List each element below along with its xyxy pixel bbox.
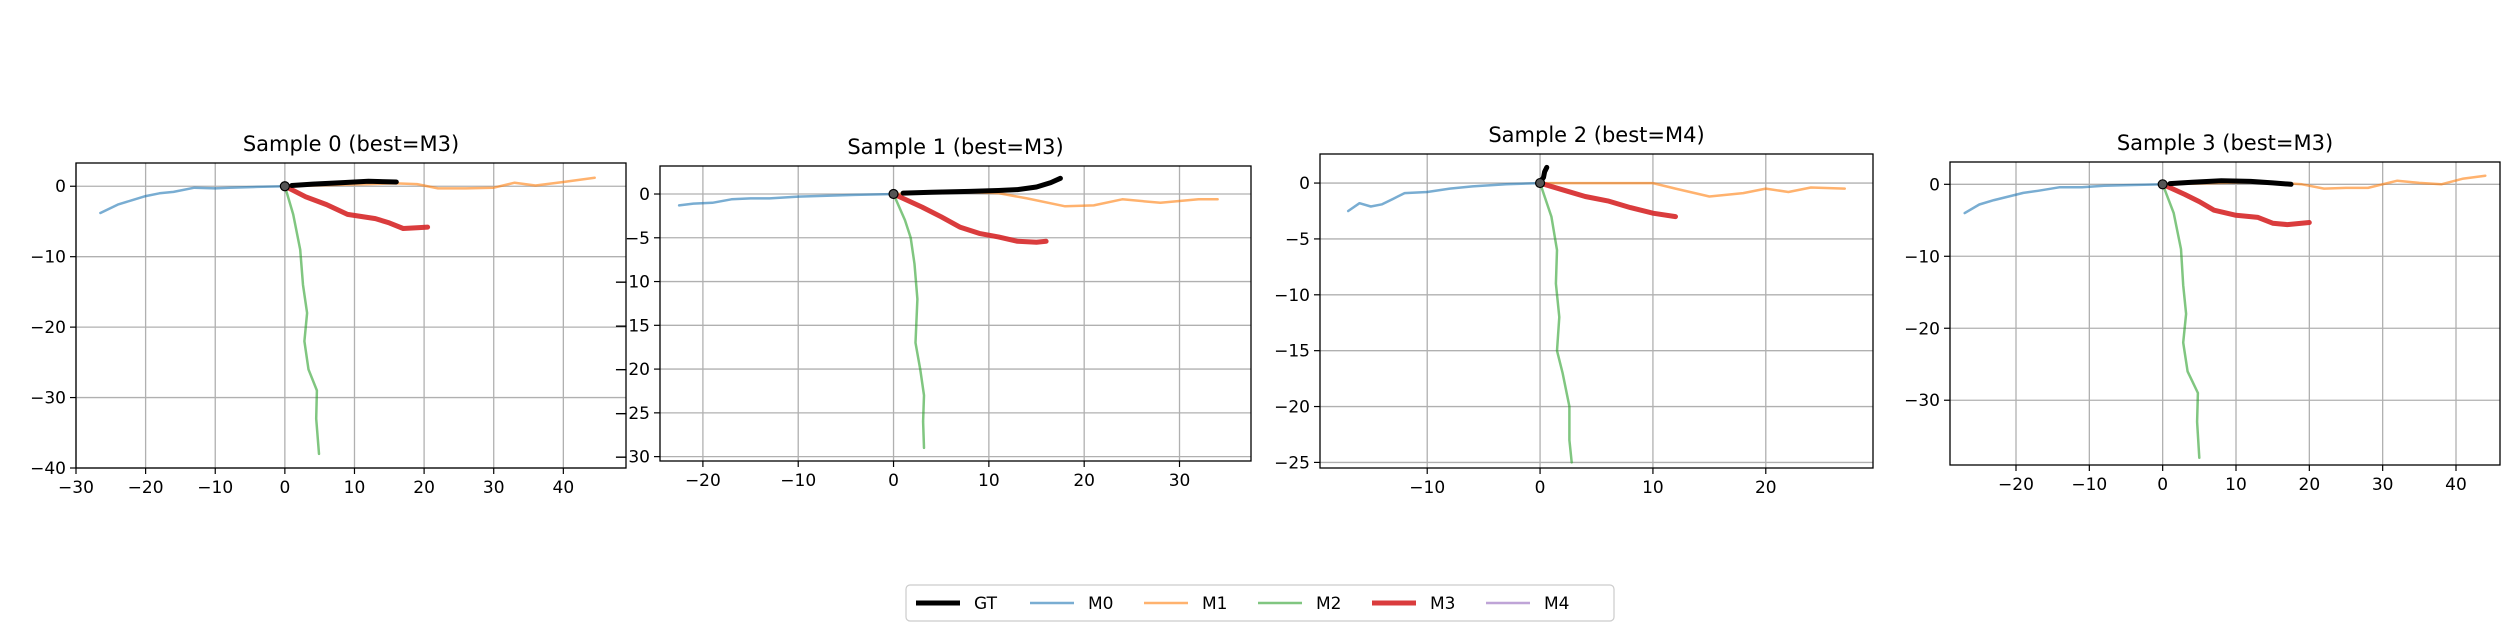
x-tick-label: 0: [888, 471, 899, 491]
legend-label-m0: M0: [1088, 594, 1113, 614]
series-group: [99, 176, 596, 456]
series-line-m3: [2160, 181, 2312, 228]
x-tick-label: 10: [978, 471, 1000, 491]
y-tick-label: 0: [55, 177, 66, 197]
x-tick-label: −10: [197, 478, 233, 498]
x-tick-label: 10: [1642, 478, 1664, 498]
x-tick-label: −10: [780, 471, 816, 491]
x-tick-label: 20: [1755, 478, 1777, 498]
y-tick-label: −15: [614, 316, 650, 336]
x-tick-label: 20: [413, 478, 435, 498]
x-tick-label: 30: [2372, 475, 2394, 495]
y-tick-label: −25: [614, 404, 650, 424]
x-tick-label: 20: [1073, 471, 1095, 491]
origin-marker: [1534, 177, 1546, 189]
series-line-m1: [1538, 181, 1847, 198]
y-tick-label: −30: [1904, 391, 1940, 411]
series-line-m3: [891, 191, 1049, 245]
axes-frame: [1949, 161, 2501, 466]
y-tick-label: −10: [614, 273, 650, 293]
series-line-m0: [99, 184, 287, 215]
series-line-m2: [892, 192, 926, 450]
legend-label-m4: M4: [1544, 594, 1569, 614]
origin-marker: [2157, 179, 2168, 190]
x-tick-label: 40: [2445, 475, 2467, 495]
x-tick-label: 0: [279, 478, 290, 498]
y-tick-label: 0: [1299, 174, 1310, 194]
y-tick-label: −20: [30, 318, 66, 338]
y-tick-label: −20: [1274, 398, 1310, 418]
series-line-m2: [1538, 181, 1573, 464]
series-group: [1346, 164, 1847, 464]
origin-marker: [888, 188, 899, 200]
series-line-m0: [1346, 181, 1542, 213]
y-tick-label: −10: [30, 248, 66, 268]
series-line-m0: [1963, 183, 2164, 215]
y-tick-label: −25: [1274, 453, 1310, 473]
series-line-gt: [2167, 178, 2294, 187]
y-tick-label: −30: [614, 448, 650, 468]
series-line-m2: [283, 184, 321, 456]
series-group: [677, 175, 1219, 450]
x-tick-label: −20: [685, 471, 721, 491]
x-tick-label: −10: [2071, 475, 2107, 495]
series-line-gt: [900, 175, 1063, 196]
legend-label-m2: M2: [1316, 594, 1341, 614]
x-tick-label: 40: [553, 478, 575, 498]
axes-frame: [659, 165, 1252, 462]
x-tick-label: 10: [2225, 475, 2247, 495]
subplot-title: Sample 2 (best=M4): [1488, 123, 1704, 147]
x-tick-label: 0: [2157, 475, 2168, 495]
series-line-m2: [2161, 183, 2201, 460]
y-tick-label: −10: [1274, 286, 1310, 306]
origin-marker: [279, 181, 290, 192]
subplot-1: −20 −10 0 10 20 30 0 −5 −10 −15 −20 −25 −30 Sample 1 …: [614, 135, 1252, 491]
x-tick-label: 0: [1535, 478, 1546, 498]
y-tick-label: −15: [1274, 342, 1310, 362]
subplot-3: −20 −10 0 10 20 30 40 0 −10 −20 −30 Sample 3 (best=…: [1904, 131, 2501, 495]
x-tick-label: −10: [1409, 478, 1445, 498]
y-tick-label: 0: [639, 185, 650, 205]
x-tick-label: −20: [128, 478, 164, 498]
subplot-title: Sample 1 (best=M3): [847, 135, 1063, 159]
legend-label-gt: GT: [974, 594, 998, 614]
axes-frame: [1319, 153, 1874, 469]
axes-frame: [75, 162, 627, 469]
y-tick-label: −40: [30, 459, 66, 479]
legend-label-m1: M1: [1202, 594, 1227, 614]
y-tick-label: −5: [625, 229, 650, 249]
series-line-m3: [1537, 180, 1678, 220]
y-tick-label: −10: [1904, 247, 1940, 267]
x-tick-label: 10: [344, 478, 366, 498]
series-group: [1963, 174, 2487, 460]
series-line-gt: [289, 178, 399, 188]
y-tick-label: −20: [1904, 319, 1940, 339]
y-tick-label: −5: [1285, 230, 1310, 250]
y-tick-label: −20: [614, 360, 650, 380]
series-line-m3: [282, 183, 431, 231]
x-tick-label: 20: [2299, 475, 2321, 495]
series-line-m0: [677, 192, 895, 207]
subplot-title: Sample 3 (best=M3): [2117, 131, 2333, 155]
y-tick-label: −30: [30, 389, 66, 409]
x-tick-label: −20: [1998, 475, 2034, 495]
y-tick-label: 0: [1929, 175, 1940, 195]
x-tick-label: 30: [483, 478, 505, 498]
legend: GT M0 M1 M2 M3 M4: [905, 584, 1615, 622]
subplot-title: Sample 0 (best=M3): [243, 132, 459, 156]
x-tick-label: −30: [58, 478, 94, 498]
legend-label-m3: M3: [1430, 594, 1455, 614]
subplot-2: −10 0 10 20 0 −5 −10 −15 −20 −25 Sample 2 (best=M4…: [1274, 123, 1874, 498]
x-tick-label: 30: [1169, 471, 1191, 491]
